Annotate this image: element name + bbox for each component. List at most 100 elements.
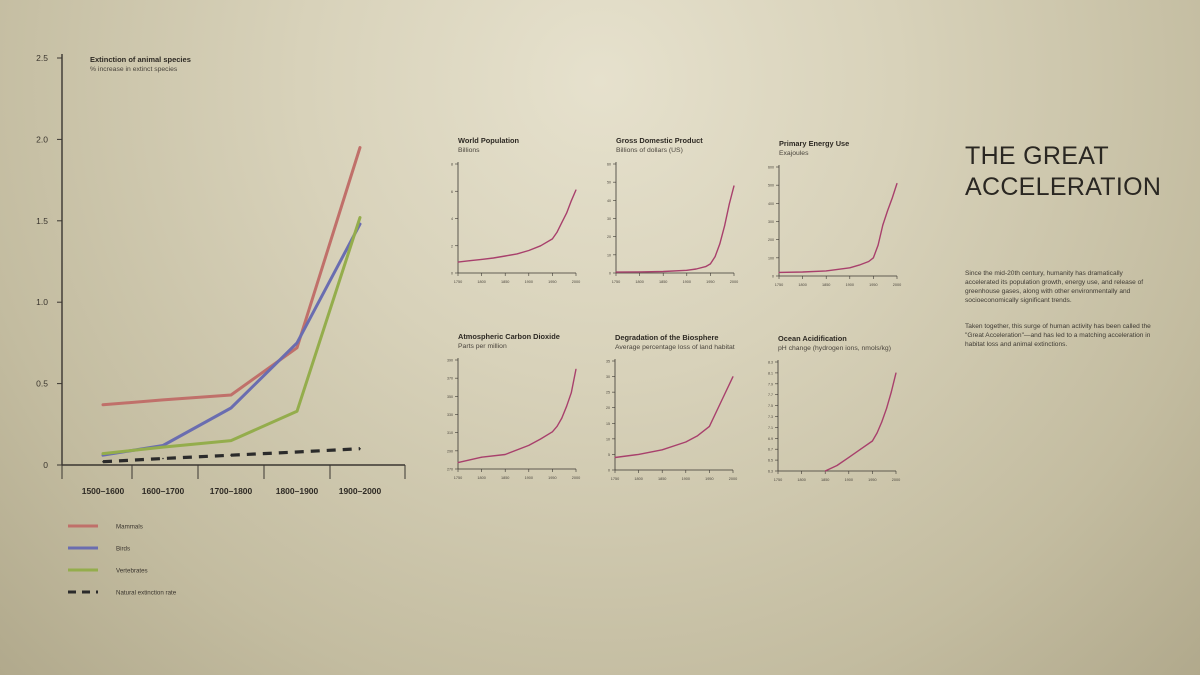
data-point-mammals: [230, 394, 232, 396]
population-data-point: [528, 250, 530, 251]
population-x-tick-label: 1850: [501, 280, 509, 284]
gdp-data-point: [695, 268, 697, 270]
gdp-data-point: [662, 271, 664, 272]
gdp-data-point: [733, 185, 735, 187]
co2-data-point: [566, 405, 568, 407]
co2-x-tick-label: 1750: [454, 476, 462, 480]
extinction-chart-subtitle: % increase in extinct species: [90, 66, 178, 73]
intro-paragraph: Since the mid-20th century, humanity has…: [965, 270, 1144, 304]
gdp-data-point: [728, 203, 730, 205]
acidification-data-point: [890, 391, 892, 393]
acidification-chart: Ocean Acidification pH change (hydrogen i…: [768, 334, 900, 482]
gdp-y-tick-label: 40: [607, 199, 611, 203]
extinction-x-tick-label: 1500–1600: [82, 486, 125, 496]
extinction-y-tick-label: 0: [43, 460, 48, 470]
gdp-series-line: [615, 185, 735, 273]
legend-label-mammals: Mammals: [116, 524, 143, 531]
acidification-data-point: [860, 448, 862, 450]
co2-data-point: [540, 438, 542, 440]
energy-x-tick-label: 1800: [798, 283, 806, 287]
population-data-point: [469, 260, 471, 262]
extinction-y-tick-label: 0.5: [36, 379, 48, 389]
population-data-point: [556, 231, 558, 233]
gdp-data-point: [719, 243, 721, 245]
gdp-x-tick-label: 1800: [635, 280, 643, 284]
data-point-birds: [359, 223, 361, 225]
biosphere-x-tick-label: 1850: [658, 477, 666, 481]
biosphere-x-tick-label: 1750: [611, 477, 619, 481]
extinction-y-tick-label: 2.0: [36, 134, 48, 144]
gdp-data-point: [724, 225, 726, 227]
biosphere-x-tick-label: 2000: [729, 477, 737, 481]
acidification-y-tick-label: 8.1: [768, 371, 773, 375]
legend-label-birds: Birds: [116, 546, 130, 553]
energy-chart: Primary Energy Use Exajoules 0 100 200 300 400…: [768, 139, 901, 287]
summary-paragraph: Taken together, this surge of human acti…: [965, 323, 1151, 348]
acidification-y-tick-label: 7.1: [768, 426, 773, 430]
acidification-data-point: [881, 421, 883, 423]
extinction-x-tick-label: 1600–1700: [142, 486, 185, 496]
biosphere-y-tick-label: 25: [606, 391, 610, 395]
co2-data-point: [528, 444, 530, 446]
acidification-data-point: [876, 432, 878, 434]
population-data-point: [575, 189, 577, 191]
population-y-tick-label: 6: [451, 190, 453, 194]
co2-y-tick-label: 290: [447, 449, 453, 453]
biosphere-y-tick-label: 15: [606, 422, 610, 426]
biosphere-x-tick-label: 1800: [634, 477, 642, 481]
energy-data-point: [778, 271, 780, 273]
biosphere-y-tick-label: 20: [606, 406, 610, 410]
biosphere-y-tick-label: 0: [608, 469, 610, 473]
energy-y-tick-label: 600: [768, 166, 774, 170]
extinction-x-tick-label: 1900–2000: [339, 486, 382, 496]
gdp-x-tick-label: 1850: [659, 280, 667, 284]
population-y-tick-label: 8: [451, 163, 453, 167]
co2-x-tick-label: 1950: [548, 476, 556, 480]
biosphere-data-point: [697, 435, 699, 437]
data-point-natural: [296, 451, 298, 453]
population-data-point: [516, 253, 518, 255]
gdp-data-point: [709, 263, 711, 265]
population-data-point: [504, 255, 506, 257]
acidification-x-tick-label: 1850: [821, 478, 829, 482]
co2-x-tick-label: 2000: [572, 476, 580, 480]
co2-data-point: [561, 417, 563, 419]
gdp-y-tick-label: 30: [607, 217, 611, 221]
data-point-mammals: [296, 347, 298, 349]
acidification-y-tick-label: 7.7: [768, 393, 773, 397]
co2-y-tick-label: 390: [447, 359, 453, 363]
energy-data-point: [872, 257, 874, 259]
population-data-point: [540, 245, 542, 247]
co2-subtitle: Parts per million: [458, 343, 507, 350]
extinction-legend: Mammals Birds Vertebrates Natural extinctio…: [68, 524, 177, 597]
biosphere-subtitle: Average percentage loss of land habitat: [615, 344, 735, 351]
data-point-birds: [230, 407, 232, 409]
biosphere-chart: Degradation of the Biosphere Average perc…: [606, 333, 737, 481]
data-point-natural: [359, 447, 361, 450]
gdp-y-tick-label: 10: [607, 253, 611, 257]
data-point-natural: [230, 454, 232, 457]
energy-x-tick-label: 1850: [822, 283, 830, 287]
data-point-vertebrates: [230, 439, 232, 442]
energy-data-point: [896, 182, 898, 184]
extinction-x-tick-label: 1700–1800: [210, 486, 253, 496]
co2-y-tick-label: 270: [447, 468, 453, 472]
acidification-title: Ocean Acidification: [778, 334, 847, 343]
data-point-natural: [162, 457, 164, 460]
extinction-y-tick-label: 1.5: [36, 216, 48, 226]
energy-data-point: [891, 197, 893, 199]
co2-x-tick-label: 1900: [525, 476, 533, 480]
energy-y-tick-label: 300: [768, 220, 774, 224]
population-y-tick-label: 2: [451, 244, 453, 248]
energy-data-point: [868, 261, 870, 262]
gdp-x-tick-label: 1900: [683, 280, 691, 284]
population-x-tick-label: 1750: [454, 280, 462, 284]
biosphere-data-point: [685, 441, 687, 443]
co2-x-tick-label: 1800: [477, 476, 485, 480]
biosphere-y-tick-label: 5: [608, 453, 610, 457]
population-x-tick-label: 1900: [525, 280, 533, 284]
energy-data-point: [825, 270, 827, 272]
gdp-data-point: [686, 269, 688, 271]
co2-y-tick-label: 370: [447, 377, 453, 381]
data-point-vertebrates: [162, 446, 164, 448]
